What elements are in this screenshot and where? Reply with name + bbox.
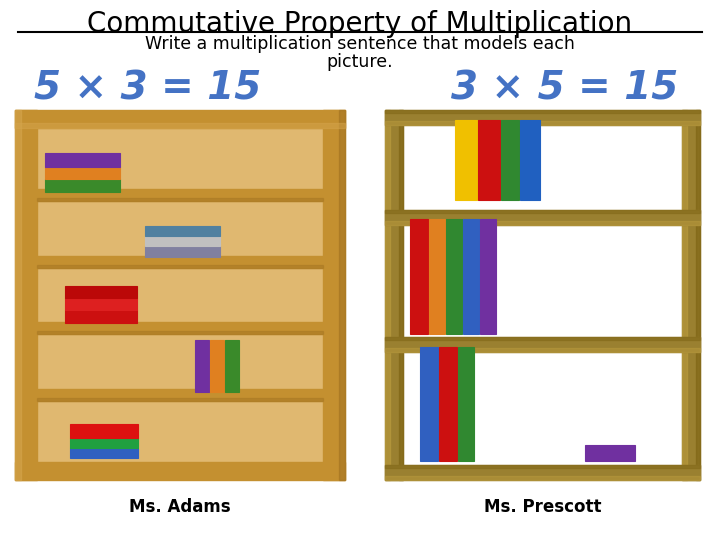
- Text: Ms. Prescott: Ms. Prescott: [484, 498, 601, 516]
- Bar: [65, 299, 137, 310]
- Bar: [37, 398, 323, 401]
- Bar: [439, 347, 457, 461]
- Bar: [520, 120, 540, 200]
- Bar: [480, 219, 496, 334]
- Bar: [37, 198, 323, 201]
- Text: 5 × 3 = 15: 5 × 3 = 15: [35, 70, 261, 108]
- Text: Write a multiplication sentence that models each: Write a multiplication sentence that mod…: [145, 35, 575, 53]
- Bar: [458, 347, 474, 461]
- Bar: [37, 389, 323, 401]
- Bar: [323, 110, 345, 480]
- Bar: [463, 219, 479, 334]
- Bar: [70, 448, 138, 458]
- Bar: [65, 310, 137, 323]
- Bar: [385, 476, 700, 480]
- Bar: [37, 265, 323, 268]
- Bar: [70, 438, 138, 448]
- Bar: [385, 210, 700, 213]
- Bar: [15, 462, 345, 480]
- Bar: [195, 340, 209, 392]
- Bar: [15, 123, 345, 128]
- Bar: [37, 189, 323, 201]
- Bar: [45, 153, 120, 167]
- Bar: [145, 235, 220, 246]
- Bar: [45, 167, 120, 179]
- Bar: [682, 110, 700, 480]
- Bar: [339, 110, 345, 480]
- Bar: [145, 226, 220, 235]
- Bar: [15, 110, 21, 480]
- Bar: [501, 120, 519, 200]
- Bar: [385, 110, 390, 480]
- Bar: [399, 110, 403, 480]
- Bar: [15, 110, 37, 480]
- Bar: [70, 424, 138, 438]
- Bar: [37, 332, 323, 334]
- Bar: [385, 338, 700, 340]
- Bar: [37, 128, 323, 462]
- Bar: [15, 110, 345, 128]
- Text: Commutative Property of Multiplication: Commutative Property of Multiplication: [87, 10, 633, 38]
- Bar: [385, 465, 700, 468]
- Bar: [385, 110, 700, 113]
- Bar: [420, 347, 438, 461]
- Bar: [429, 219, 445, 334]
- Bar: [65, 286, 137, 299]
- Bar: [385, 465, 700, 480]
- Bar: [385, 110, 700, 125]
- Bar: [410, 219, 428, 334]
- Bar: [210, 340, 224, 392]
- Text: 3 × 5 = 15: 3 × 5 = 15: [451, 70, 679, 108]
- Bar: [478, 120, 500, 200]
- Bar: [682, 110, 687, 480]
- Bar: [385, 221, 700, 225]
- Bar: [385, 121, 700, 125]
- Bar: [446, 219, 462, 334]
- Text: Ms. Adams: Ms. Adams: [129, 498, 231, 516]
- Text: picture.: picture.: [327, 53, 393, 71]
- Bar: [696, 110, 700, 480]
- Bar: [37, 322, 323, 334]
- Bar: [37, 255, 323, 268]
- Bar: [385, 338, 700, 353]
- Bar: [385, 210, 700, 225]
- Bar: [455, 120, 477, 200]
- Bar: [145, 246, 220, 256]
- Bar: [585, 445, 635, 461]
- Bar: [385, 348, 700, 353]
- Bar: [385, 110, 403, 480]
- Bar: [45, 179, 120, 192]
- Bar: [225, 340, 239, 392]
